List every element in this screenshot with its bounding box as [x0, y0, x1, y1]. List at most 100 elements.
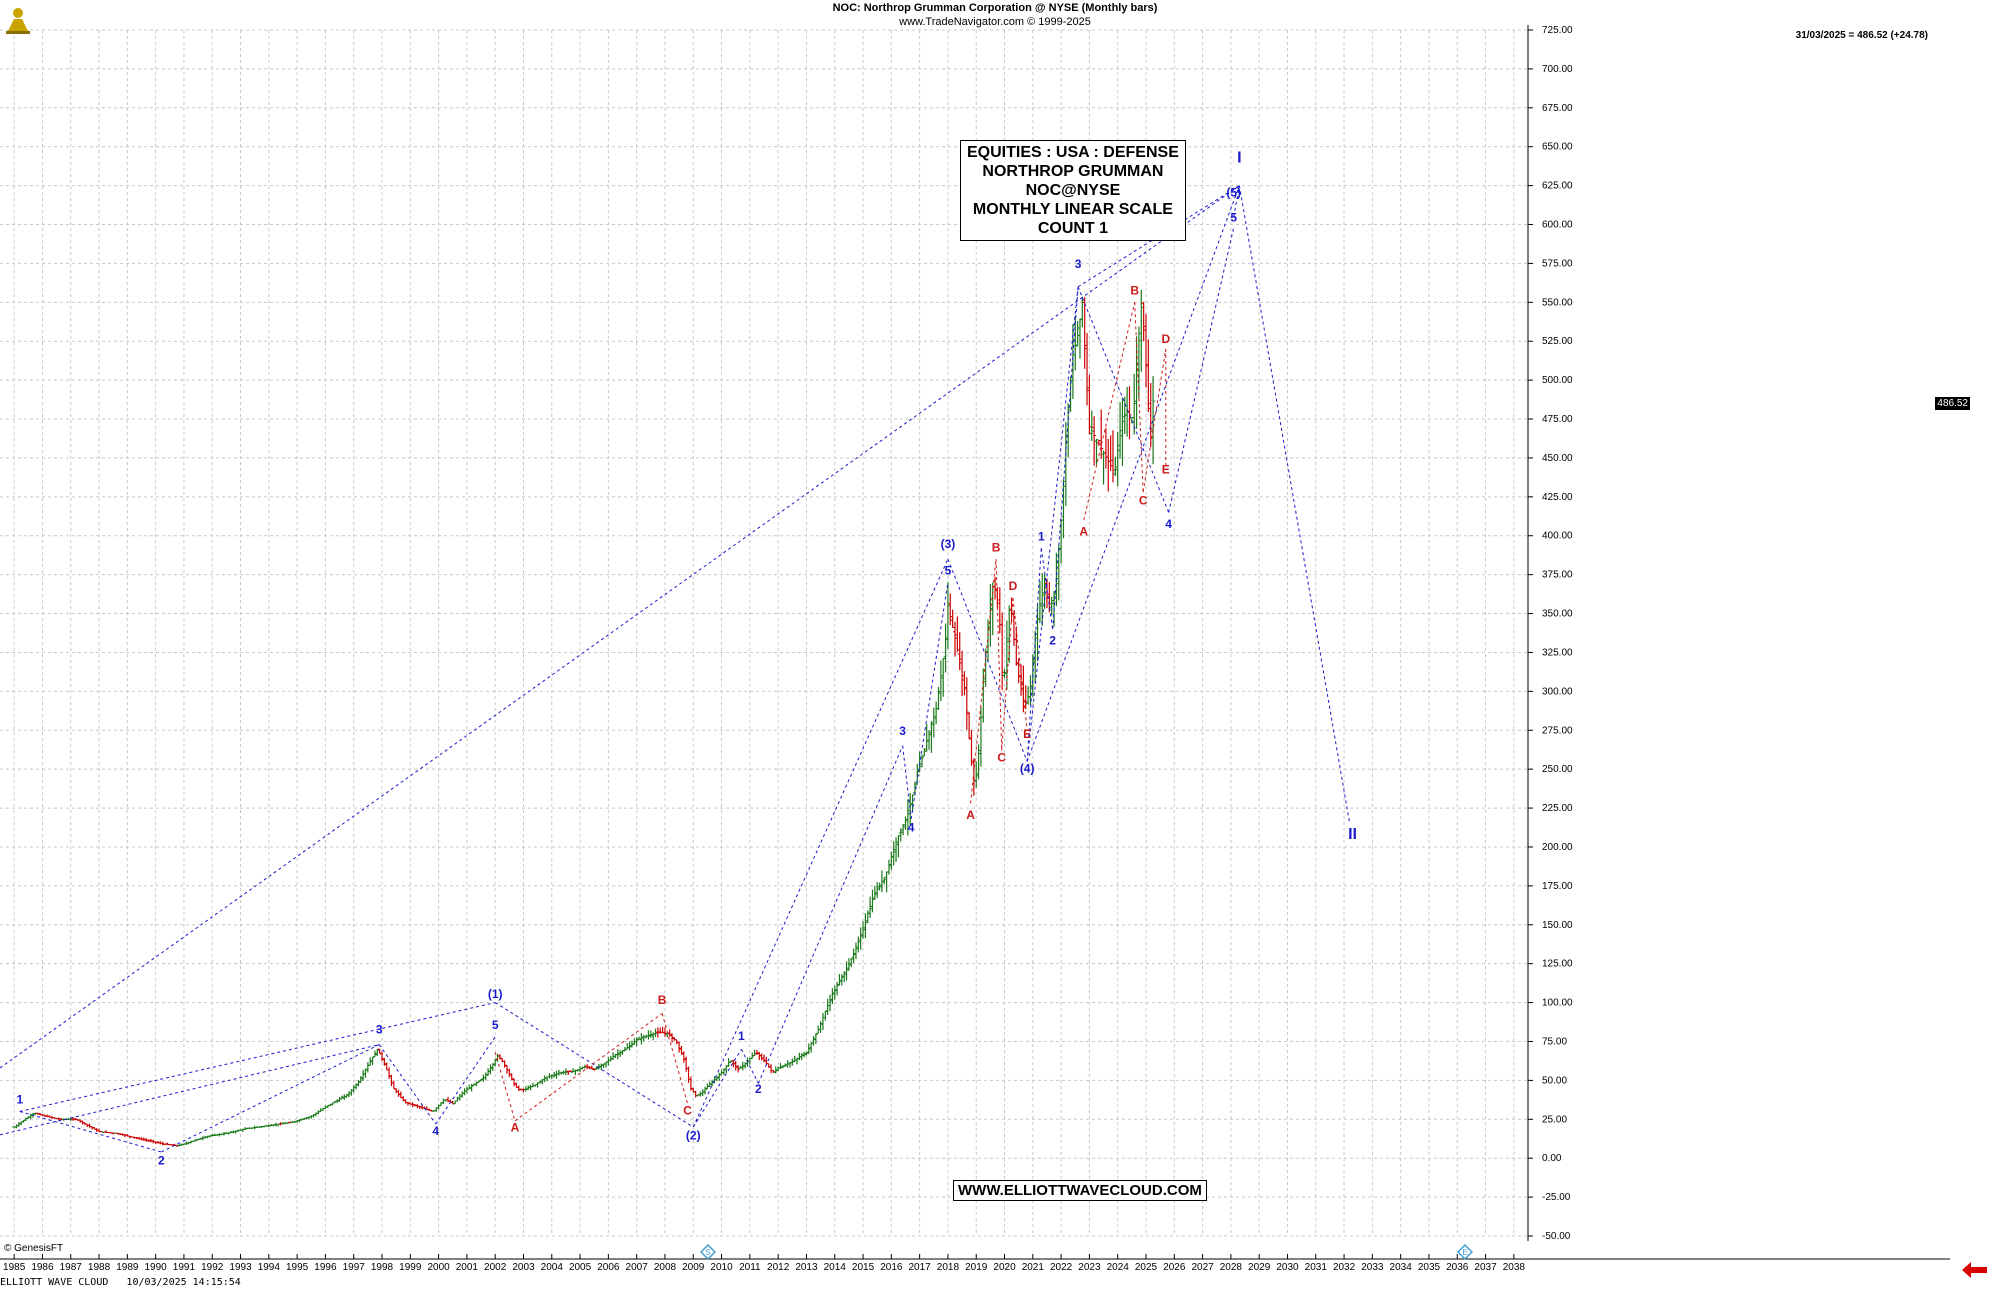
- x-tick-label: 2030: [1276, 1262, 1299, 1273]
- x-tick-label: 2012: [767, 1262, 790, 1273]
- y-tick-label: 600.00: [1542, 220, 1573, 231]
- x-tick-label: 2016: [880, 1262, 903, 1273]
- x-tick-label: 2004: [541, 1262, 564, 1273]
- projection-line: [1238, 185, 1351, 824]
- x-tick-label: 2023: [1078, 1262, 1101, 1273]
- x-tick-label: 1995: [286, 1262, 309, 1273]
- wave-line: [19, 1002, 496, 1112]
- x-tick-label: 1992: [201, 1262, 224, 1273]
- wave-label: 1: [1038, 529, 1045, 543]
- wave-label: D: [1009, 579, 1018, 593]
- wave-label: I: [1237, 149, 1241, 166]
- x-tick-label: 2015: [852, 1262, 875, 1273]
- wave-label: 2: [158, 1153, 165, 1167]
- event-marker-icon[interactable]: E: [1457, 1244, 1473, 1260]
- y-tick-label: 75.00: [1542, 1036, 1567, 1047]
- wave-line: [1083, 302, 1136, 521]
- y-tick-label: 650.00: [1542, 142, 1573, 153]
- x-tick-label: 2038: [1503, 1262, 1526, 1273]
- wave-line: [1142, 348, 1167, 493]
- wave-label: 1: [738, 1029, 745, 1043]
- wave-line: [995, 559, 1003, 751]
- x-tick-label: 2006: [597, 1262, 620, 1273]
- y-tick-label: 500.00: [1542, 375, 1573, 386]
- chart-subtitle: www.TradeNavigator.com © 1999-2025: [899, 16, 1091, 28]
- x-tick-label: 2020: [993, 1262, 1016, 1273]
- wave-label: 3: [376, 1023, 383, 1037]
- x-tick-label: 1994: [258, 1262, 281, 1273]
- info-line-5: COUNT 1: [1037, 220, 1109, 237]
- y-tick-label: 375.00: [1542, 570, 1573, 581]
- red-arrow-icon[interactable]: [1962, 1262, 1988, 1278]
- x-tick-label: 2029: [1248, 1262, 1271, 1273]
- wave-label: E: [1162, 462, 1170, 476]
- x-tick-label: 2036: [1446, 1262, 1469, 1273]
- wave-label: A: [1079, 525, 1088, 539]
- x-tick-label: 2017: [909, 1262, 932, 1273]
- y-tick-label: 25.00: [1542, 1114, 1567, 1125]
- x-tick-label: 1991: [173, 1262, 196, 1273]
- wave-line: [161, 1044, 380, 1153]
- info-line-2: NORTHROP GRUMMAN: [982, 163, 1164, 180]
- wave-label: II: [1348, 826, 1357, 843]
- x-tick-label: 1996: [314, 1262, 337, 1273]
- wave-line: [1040, 548, 1054, 630]
- wave-label: 5: [945, 564, 952, 578]
- x-tick-label: 1998: [371, 1262, 394, 1273]
- wave-label: (4): [1020, 761, 1035, 775]
- y-tick-label: 0.00: [1542, 1153, 1562, 1164]
- y-tick-label: 525.00: [1542, 336, 1573, 347]
- wave-label: C: [1139, 494, 1148, 508]
- footer-stamp: ELLIOTT WAVE CLOUD 10/03/2025 14:15:54: [0, 1277, 241, 1288]
- x-tick-label: 2005: [569, 1262, 592, 1273]
- x-tick-label: 1997: [343, 1262, 366, 1273]
- wave-line: [378, 1044, 437, 1125]
- info-line-3: NOC@NYSE: [1025, 182, 1121, 199]
- wave-line: [1001, 597, 1014, 751]
- wave-line: [692, 1049, 742, 1128]
- x-tick-label: 1990: [145, 1262, 168, 1273]
- wave-line: [910, 582, 949, 820]
- x-tick-label: 2001: [456, 1262, 479, 1273]
- wave-label: (1): [488, 987, 503, 1001]
- wave-line: [902, 745, 912, 820]
- y-tick-label: 700.00: [1542, 64, 1573, 75]
- wave-label: 3: [899, 724, 906, 738]
- y-tick-label: 475.00: [1542, 414, 1573, 425]
- wave-label: 5: [1230, 210, 1237, 224]
- wave-label: 4: [1165, 517, 1172, 531]
- y-tick-label: 625.00: [1542, 181, 1573, 192]
- x-tick-label: 2028: [1220, 1262, 1243, 1273]
- wave-label: 5: [492, 1018, 499, 1032]
- x-tick-label: 1993: [229, 1262, 252, 1273]
- wave-line: [1077, 185, 1240, 288]
- wave-label: 4: [432, 1124, 439, 1138]
- y-tick-label: 125.00: [1542, 959, 1573, 970]
- y-tick-label: 175.00: [1542, 881, 1573, 892]
- wave-line: [740, 1049, 759, 1084]
- x-tick-label: 2031: [1305, 1262, 1328, 1273]
- wave-label: B: [992, 540, 1001, 554]
- event-marker-icon[interactable]: S: [700, 1244, 716, 1260]
- x-tick-label: 2026: [1163, 1262, 1186, 1273]
- x-tick-label: 2024: [1107, 1262, 1130, 1273]
- wave-label: E: [1023, 727, 1031, 741]
- wave-line: [1134, 302, 1144, 493]
- y-tick-label: -25.00: [1542, 1192, 1571, 1203]
- y-tick-label: 250.00: [1542, 764, 1573, 775]
- x-tick-label: 2025: [1135, 1262, 1158, 1273]
- y-tick-label: 325.00: [1542, 647, 1573, 658]
- x-tick-label: 1987: [60, 1262, 83, 1273]
- wave-label: C: [997, 750, 1006, 764]
- y-tick-label: 50.00: [1542, 1075, 1567, 1086]
- wave-line: [1012, 597, 1028, 731]
- x-tick-label: 2002: [484, 1262, 507, 1273]
- y-tick-label: 100.00: [1542, 998, 1573, 1009]
- x-tick-label: 2014: [824, 1262, 847, 1273]
- x-tick-label: 1988: [88, 1262, 111, 1273]
- trend-line: [0, 185, 1240, 1069]
- wave-line: [947, 558, 1028, 762]
- x-tick-label: 2034: [1390, 1262, 1413, 1273]
- x-tick-label: 1986: [31, 1262, 54, 1273]
